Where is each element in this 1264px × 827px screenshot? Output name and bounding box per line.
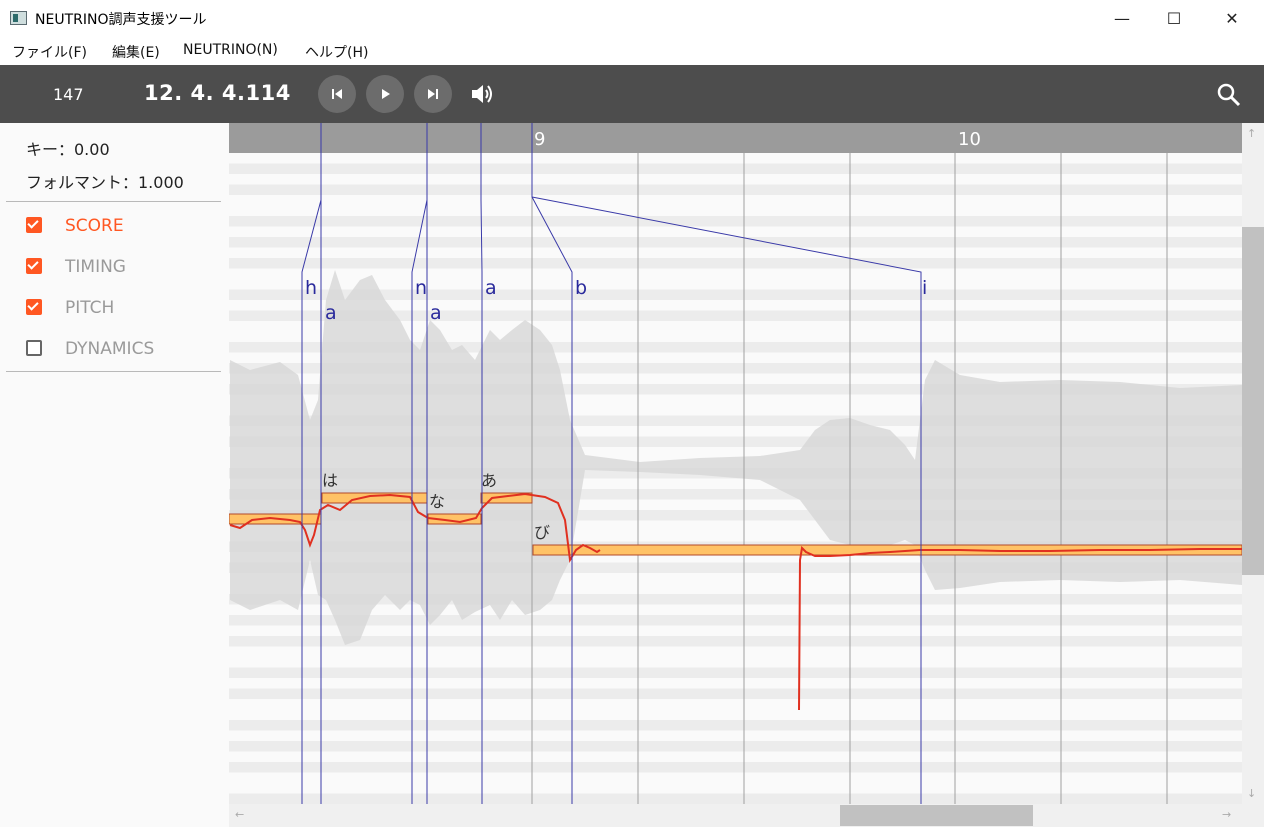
minimize-button[interactable]: — xyxy=(1114,9,1130,28)
menu-help[interactable]: ヘルプ(H) xyxy=(305,45,369,61)
phoneme-label[interactable]: i xyxy=(922,277,927,299)
pitch-checkbox[interactable] xyxy=(26,299,42,315)
piano-roll-row xyxy=(229,793,1242,804)
piano-roll-row xyxy=(229,237,1242,248)
piano-roll-row xyxy=(229,415,1242,426)
skip-previous-button[interactable] xyxy=(318,75,356,113)
menu-file[interactable]: ファイル(F) xyxy=(12,45,87,61)
note-lyric: な xyxy=(429,492,445,511)
note-lyric: は xyxy=(322,471,338,490)
piano-roll-row xyxy=(229,762,1242,773)
app-icon xyxy=(10,11,27,25)
volume-button[interactable] xyxy=(470,82,496,110)
piano-roll-row xyxy=(229,594,1242,605)
sidebar-divider xyxy=(6,201,221,202)
skip-next-button[interactable] xyxy=(414,75,452,113)
note-lyric: あ xyxy=(481,471,497,490)
timing-label[interactable]: TIMING xyxy=(65,257,126,277)
piano-roll-row xyxy=(229,216,1242,227)
piano-roll-row xyxy=(229,310,1242,321)
scroll-left-icon[interactable]: ← xyxy=(235,808,245,821)
sidebar-divider xyxy=(6,371,221,372)
piano-roll-row xyxy=(229,510,1242,521)
piano-roll-row xyxy=(229,258,1242,269)
play-button[interactable] xyxy=(366,75,404,113)
phoneme-label[interactable]: n xyxy=(415,277,427,299)
scroll-corner xyxy=(1242,804,1264,827)
horizontal-scroll-thumb[interactable] xyxy=(840,805,1033,826)
vertical-scroll-thumb[interactable] xyxy=(1242,227,1264,575)
piano-roll-row xyxy=(229,384,1242,395)
menu-edit[interactable]: 編集(E) xyxy=(112,45,160,61)
play-icon xyxy=(382,89,390,99)
timing-lines xyxy=(301,123,922,804)
scroll-down-icon[interactable]: ↓ xyxy=(1247,787,1257,800)
horizontal-scrollbar[interactable]: ← → xyxy=(229,804,1242,827)
score-checkbox[interactable] xyxy=(26,217,42,233)
piano-roll-row xyxy=(229,289,1242,300)
note-lyric: び xyxy=(534,523,550,542)
phoneme-label[interactable]: a xyxy=(430,302,442,324)
piano-roll-row xyxy=(229,342,1242,353)
piano-roll-row xyxy=(229,667,1242,678)
close-button[interactable]: ✕ xyxy=(1225,9,1239,28)
score-label[interactable]: SCORE xyxy=(65,216,124,236)
formant-readout: フォルマント：1.000 xyxy=(26,173,184,192)
phoneme-label[interactable]: a xyxy=(325,302,337,324)
scroll-up-icon[interactable]: ↑ xyxy=(1247,127,1257,140)
maximize-button[interactable]: ☐ xyxy=(1166,9,1182,28)
title-bar: NEUTRINO調声支援ツール — ☐ ✕ xyxy=(0,0,1264,37)
piano-roll-row xyxy=(229,489,1242,500)
piano-roll-row xyxy=(229,636,1242,647)
piano-roll-editor[interactable]: 9 10 は な あ び xyxy=(229,123,1264,827)
pitch-label[interactable]: PITCH xyxy=(65,298,115,318)
tempo-display: 147 xyxy=(53,85,84,104)
key-readout: キー：0.00 xyxy=(26,140,110,159)
pitch-curve xyxy=(798,545,1242,711)
piano-roll-row xyxy=(229,184,1242,195)
scroll-right-icon[interactable]: → xyxy=(1222,808,1232,821)
skip-previous-icon xyxy=(332,89,342,99)
timeline-ruler[interactable] xyxy=(229,123,1242,153)
sidebar: キー：0.00 フォルマント：1.000 SCORE TIMING PITCH … xyxy=(0,123,229,827)
timing-checkbox[interactable] xyxy=(26,258,42,274)
search-icon xyxy=(1217,83,1241,107)
phoneme-label[interactable]: b xyxy=(575,277,587,299)
menu-bar: ファイル(F) 編集(E) NEUTRINO(N) ヘルプ(H) xyxy=(0,37,1264,65)
piano-roll-row xyxy=(229,688,1242,699)
piano-roll-row xyxy=(229,363,1242,374)
dynamics-checkbox[interactable] xyxy=(26,340,42,356)
vertical-scrollbar[interactable]: ↑ ↓ xyxy=(1242,123,1264,804)
measure-lines xyxy=(531,123,1168,804)
menu-neutrino[interactable]: NEUTRINO(N) xyxy=(183,42,278,58)
window-title: NEUTRINO調声支援ツール xyxy=(35,12,207,28)
dynamics-label[interactable]: DYNAMICS xyxy=(65,339,155,359)
measure-number: 9 xyxy=(534,129,545,150)
transport-toolbar: 147 12. 4. 4.114 xyxy=(0,65,1264,123)
skip-next-icon xyxy=(428,89,438,99)
phoneme-label[interactable]: h xyxy=(305,277,317,299)
piano-roll-row xyxy=(229,562,1242,573)
position-display: 12. 4. 4.114 xyxy=(144,81,291,105)
piano-roll-row xyxy=(229,741,1242,752)
piano-roll-row xyxy=(229,436,1242,447)
piano-roll-row xyxy=(229,615,1242,626)
phoneme-label[interactable]: a xyxy=(485,277,497,299)
measure-number: 10 xyxy=(958,129,981,150)
piano-roll-row xyxy=(229,163,1242,174)
piano-roll-row xyxy=(229,720,1242,731)
search-button[interactable] xyxy=(1216,82,1242,112)
volume-icon xyxy=(472,85,492,103)
note[interactable] xyxy=(480,492,533,504)
